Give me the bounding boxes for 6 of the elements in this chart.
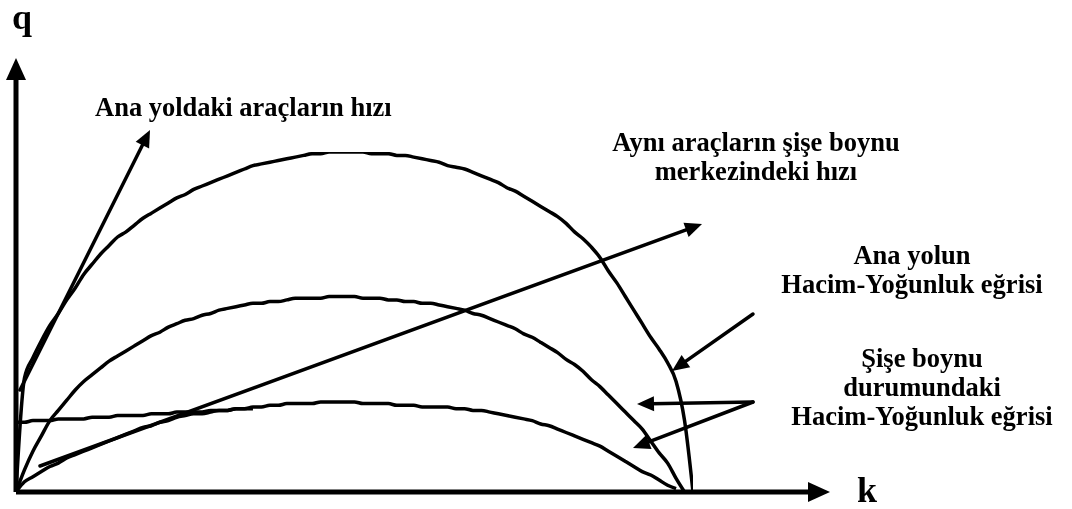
text: Şişe boynu durumundaki Hacim-Yoğunluk eğrisi [791,343,1053,431]
text: Ana yoldaki araçların hızı [95,92,392,122]
text: Ana yolun Hacim-Yoğunluk eğrisi [781,240,1043,299]
y-axis-title: q [12,0,33,37]
x-axis-title: k [857,470,878,509]
annotation: Aynı araçların şişe boynu merkezindeki hızı [612,127,900,186]
